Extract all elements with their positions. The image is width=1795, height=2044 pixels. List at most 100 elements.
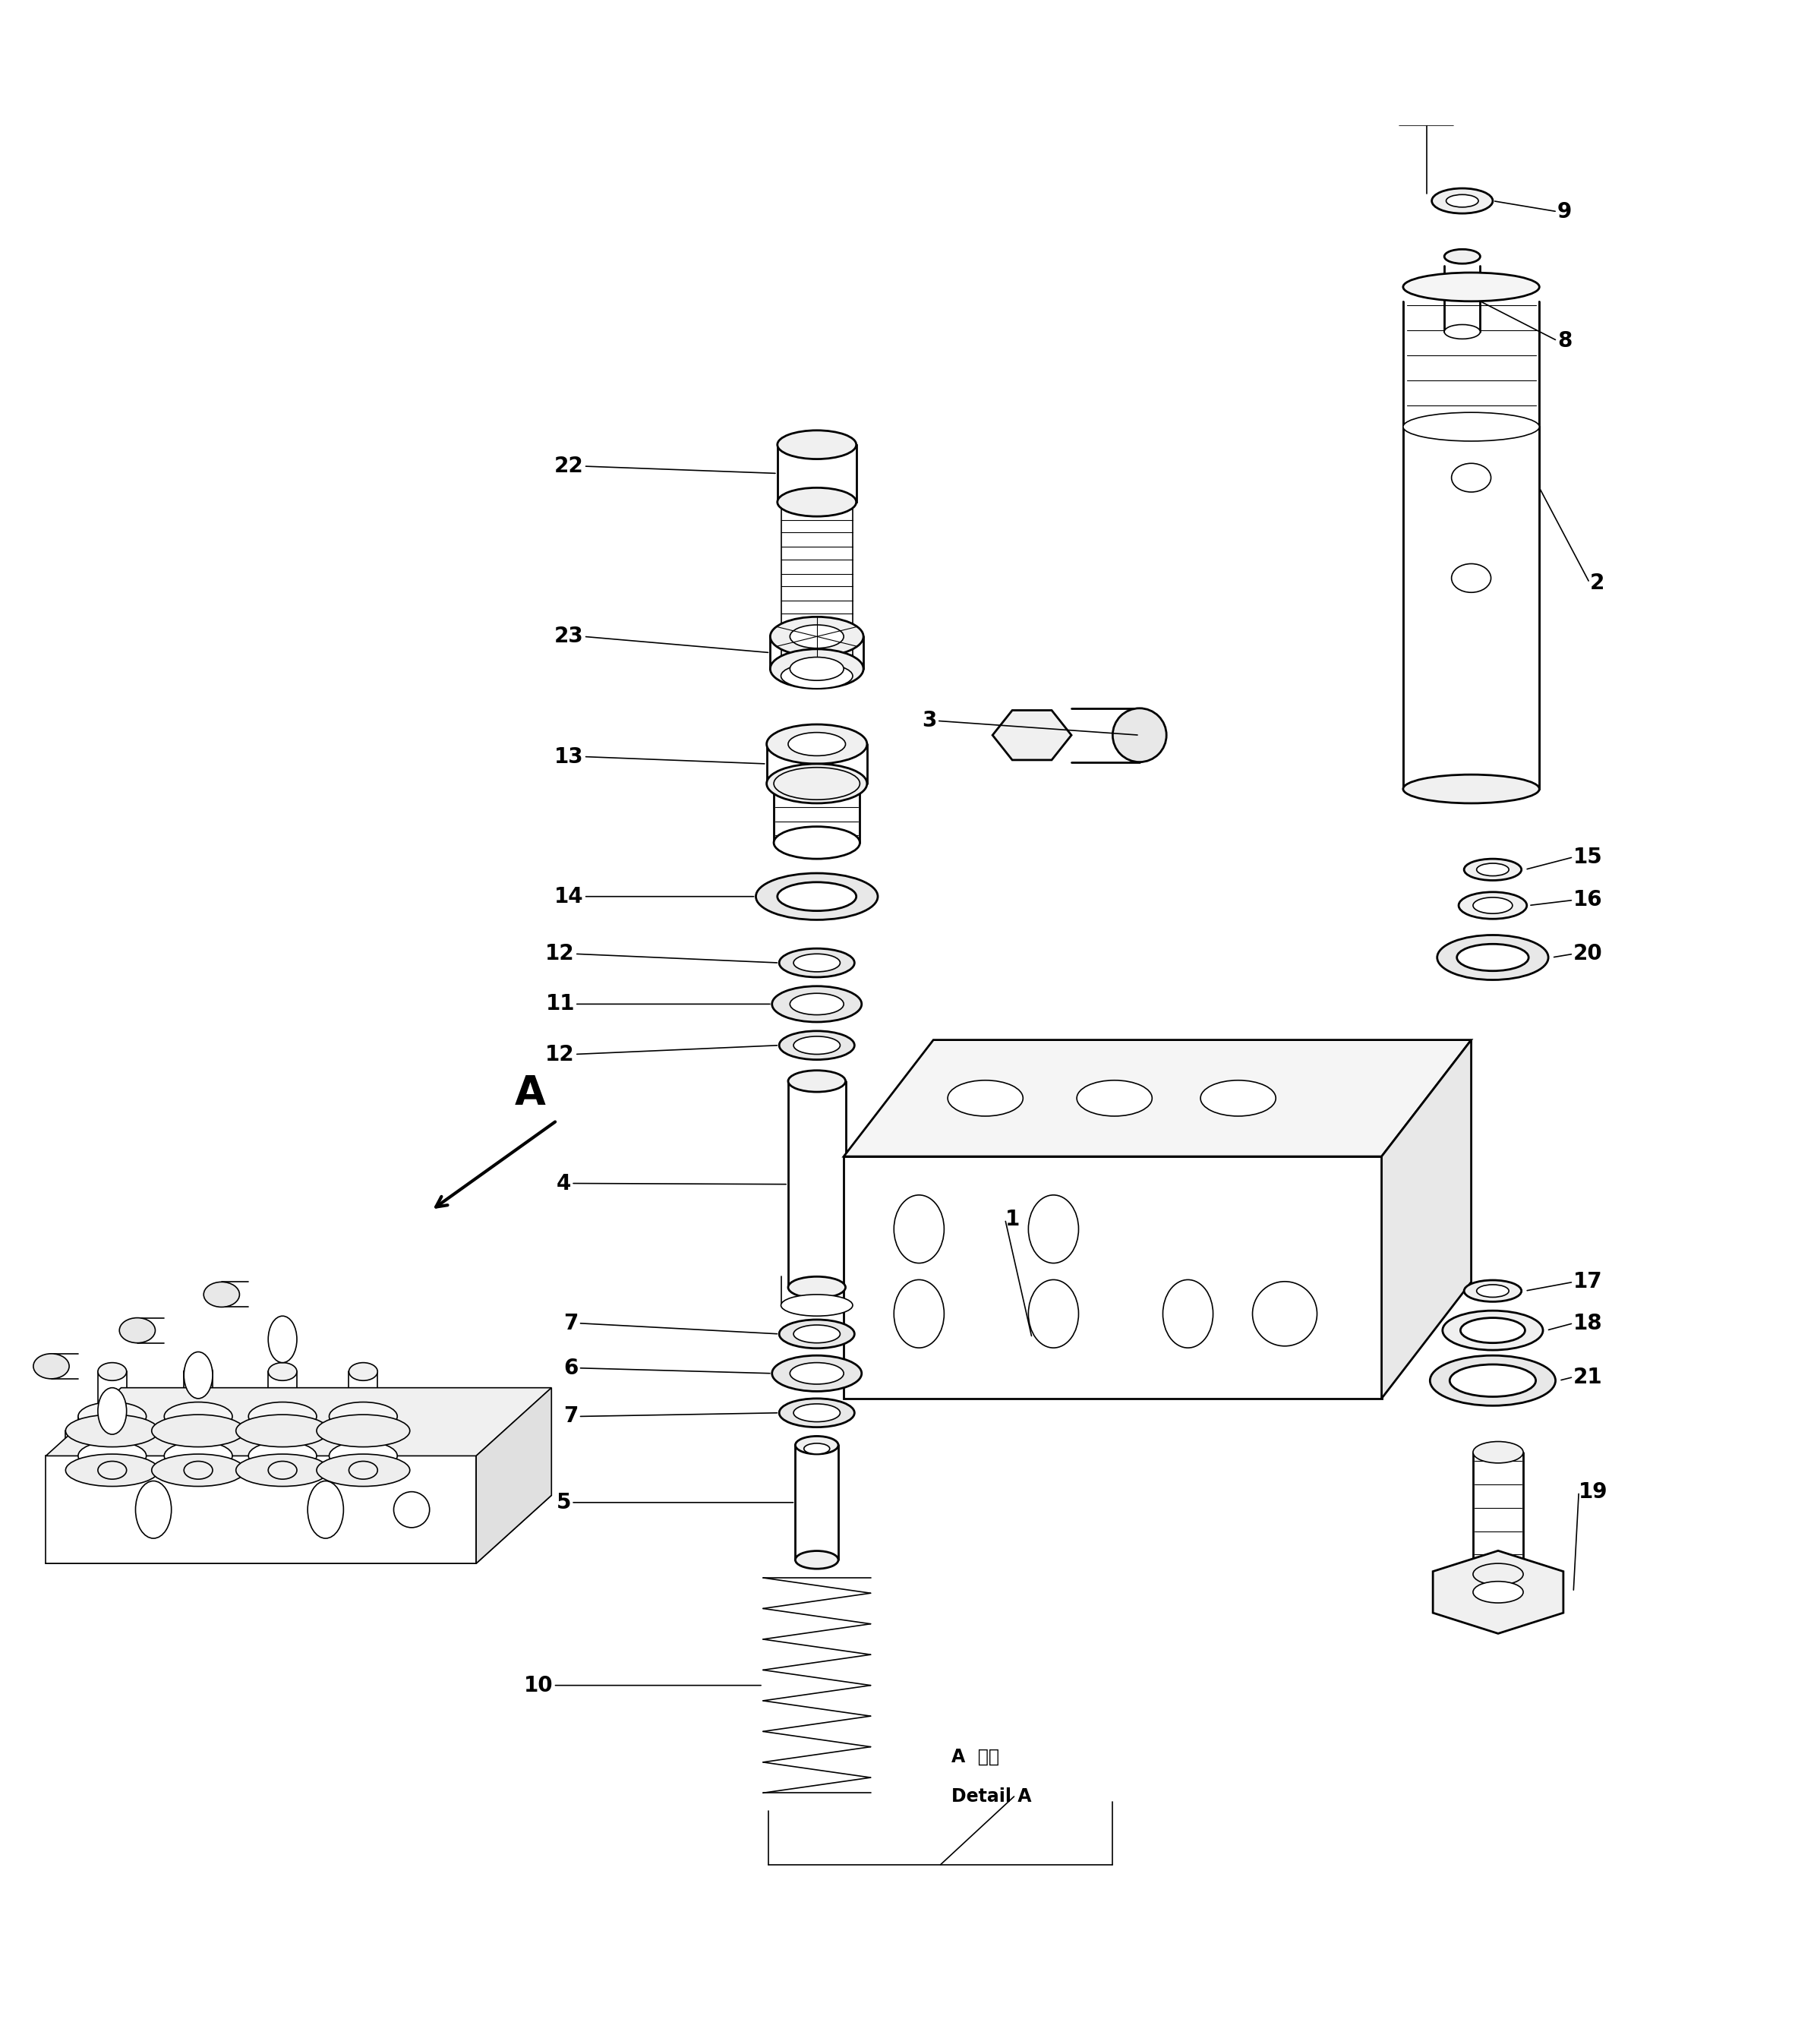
Text: 6: 6 <box>564 1357 578 1378</box>
Ellipse shape <box>781 664 853 689</box>
Ellipse shape <box>316 1453 409 1486</box>
Text: 10: 10 <box>524 1674 553 1697</box>
Ellipse shape <box>248 1402 316 1431</box>
Ellipse shape <box>1474 1564 1524 1584</box>
Ellipse shape <box>1459 891 1528 920</box>
Text: 16: 16 <box>1574 889 1603 912</box>
Ellipse shape <box>1474 1441 1524 1464</box>
Ellipse shape <box>788 1071 845 1091</box>
Ellipse shape <box>793 1404 840 1423</box>
Ellipse shape <box>1452 464 1492 493</box>
Ellipse shape <box>948 1081 1023 1116</box>
Polygon shape <box>1382 1040 1472 1398</box>
Ellipse shape <box>135 1482 171 1539</box>
Text: A: A <box>515 1073 546 1114</box>
Bar <box>781 505 853 677</box>
Ellipse shape <box>66 1453 158 1486</box>
Text: 13: 13 <box>555 746 583 766</box>
Ellipse shape <box>183 1351 212 1398</box>
Ellipse shape <box>1477 863 1510 877</box>
Text: 15: 15 <box>1574 846 1603 869</box>
Ellipse shape <box>781 1294 853 1316</box>
Text: 9: 9 <box>1558 200 1572 223</box>
Text: 8: 8 <box>1558 329 1572 352</box>
Text: 21: 21 <box>1574 1365 1603 1388</box>
Text: 17: 17 <box>1574 1271 1603 1292</box>
Ellipse shape <box>1465 1280 1522 1302</box>
Bar <box>1404 427 1540 789</box>
Ellipse shape <box>1163 1280 1213 1347</box>
Ellipse shape <box>203 1282 239 1306</box>
Ellipse shape <box>1477 1284 1510 1298</box>
Ellipse shape <box>99 1461 127 1480</box>
Ellipse shape <box>1438 934 1549 979</box>
Text: 5: 5 <box>556 1492 571 1513</box>
Ellipse shape <box>267 1461 296 1480</box>
Ellipse shape <box>770 650 863 689</box>
Ellipse shape <box>779 948 854 977</box>
Bar <box>777 446 856 503</box>
Ellipse shape <box>348 1461 377 1480</box>
Text: 3: 3 <box>923 709 937 732</box>
Text: 18: 18 <box>1574 1312 1603 1335</box>
Ellipse shape <box>790 625 844 648</box>
Ellipse shape <box>894 1280 944 1347</box>
Ellipse shape <box>779 1030 854 1059</box>
Ellipse shape <box>1443 1310 1544 1351</box>
Ellipse shape <box>1474 897 1513 914</box>
Ellipse shape <box>779 1398 854 1427</box>
Polygon shape <box>844 1040 1472 1157</box>
Ellipse shape <box>1404 775 1540 803</box>
Ellipse shape <box>1445 325 1481 339</box>
Ellipse shape <box>1201 1081 1276 1116</box>
Ellipse shape <box>1029 1196 1079 1263</box>
Ellipse shape <box>66 1414 158 1447</box>
Ellipse shape <box>770 617 863 656</box>
Text: 12: 12 <box>546 942 574 965</box>
Ellipse shape <box>793 1325 840 1343</box>
Ellipse shape <box>1474 1582 1524 1602</box>
Ellipse shape <box>183 1363 212 1380</box>
Ellipse shape <box>795 1551 838 1570</box>
Ellipse shape <box>1431 1355 1556 1406</box>
Polygon shape <box>993 711 1072 760</box>
Text: A  詳細: A 詳細 <box>951 1748 1000 1766</box>
Ellipse shape <box>1404 413 1540 442</box>
Ellipse shape <box>99 1363 127 1380</box>
Ellipse shape <box>894 1196 944 1263</box>
Polygon shape <box>47 1388 551 1455</box>
Text: 23: 23 <box>555 625 583 648</box>
Ellipse shape <box>772 985 862 1022</box>
Ellipse shape <box>790 1363 844 1384</box>
Ellipse shape <box>790 658 844 681</box>
Ellipse shape <box>79 1441 145 1470</box>
Ellipse shape <box>1077 1081 1152 1116</box>
Text: 7: 7 <box>564 1312 578 1335</box>
Text: 20: 20 <box>1574 942 1603 965</box>
Ellipse shape <box>1450 1365 1537 1396</box>
Text: 7: 7 <box>564 1406 578 1427</box>
Ellipse shape <box>120 1318 154 1343</box>
Ellipse shape <box>1458 944 1529 971</box>
Ellipse shape <box>163 1402 232 1431</box>
Ellipse shape <box>267 1316 296 1363</box>
Ellipse shape <box>151 1453 244 1486</box>
Ellipse shape <box>163 1441 232 1470</box>
Ellipse shape <box>267 1363 296 1380</box>
Ellipse shape <box>777 431 856 460</box>
Text: 2: 2 <box>1590 572 1605 593</box>
Ellipse shape <box>34 1353 70 1380</box>
Ellipse shape <box>235 1414 328 1447</box>
Ellipse shape <box>777 489 856 517</box>
Ellipse shape <box>793 1036 840 1055</box>
Polygon shape <box>47 1455 476 1564</box>
Ellipse shape <box>795 1437 838 1453</box>
Circle shape <box>1253 1282 1318 1347</box>
Ellipse shape <box>79 1402 145 1431</box>
Ellipse shape <box>1452 564 1492 593</box>
Ellipse shape <box>774 826 860 858</box>
Circle shape <box>393 1492 429 1527</box>
Ellipse shape <box>779 1320 854 1349</box>
Ellipse shape <box>804 1443 829 1453</box>
Ellipse shape <box>328 1441 397 1470</box>
